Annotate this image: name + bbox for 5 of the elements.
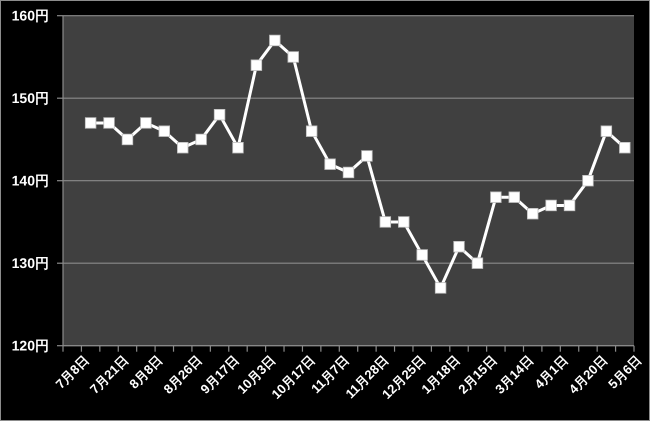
y-tick-label: 150円 xyxy=(12,90,49,106)
y-tick-label: 120円 xyxy=(12,338,49,354)
y-tick-label: 160円 xyxy=(12,8,49,24)
y-tick-label: 140円 xyxy=(12,172,49,189)
y-tick-label: 130円 xyxy=(12,255,49,272)
